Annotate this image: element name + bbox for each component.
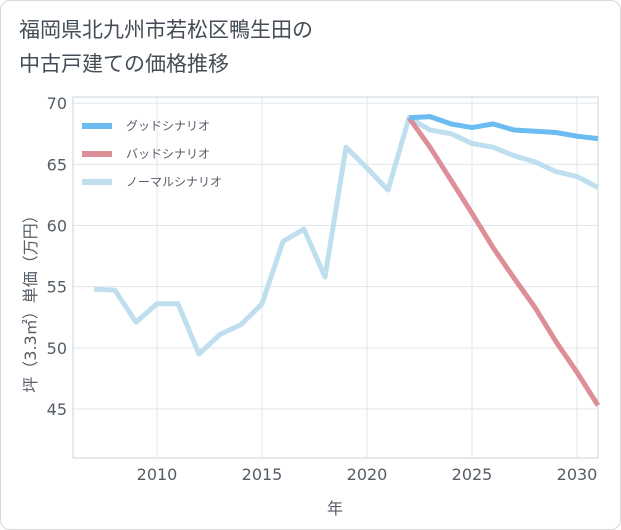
- y-tick-label: 70: [47, 94, 67, 113]
- x-tick-label: 2025: [452, 465, 493, 484]
- y-tick-label: 55: [47, 278, 67, 297]
- plot-area: [72, 96, 599, 459]
- series-layer: [93, 114, 601, 407]
- x-tick-label: 2030: [557, 465, 598, 484]
- tick-labels: 2010 2015 2020 2025 2030 45 50 55 60 65 70: [47, 94, 598, 484]
- y-tick-label: 60: [47, 216, 67, 235]
- legend-label-0: グッドシナリオ: [126, 119, 210, 133]
- y-tick-label: 65: [47, 155, 67, 174]
- y-tick-label: 50: [47, 339, 67, 358]
- chart-title-line-1: 福岡県北九州市若松区鴨生田の: [19, 18, 313, 42]
- y-tick-label: 45: [47, 400, 67, 419]
- chart-title-line-2: 中古戸建ての価格推移: [19, 52, 229, 76]
- x-tick-label: 2020: [347, 465, 388, 484]
- x-tick-label: 2015: [242, 465, 283, 484]
- grid: [73, 97, 598, 458]
- y-axis-label: 坪（3.3㎡）単価（万円）: [21, 207, 40, 392]
- x-tick-label: 2010: [137, 465, 178, 484]
- chart-title: 福岡県北九州市若松区鴨生田の 中古戸建ての価格推移: [19, 13, 579, 81]
- legend-label-2: ノーマルシナリオ: [126, 175, 222, 189]
- series-line-1: [406, 116, 601, 407]
- series-line-2: [93, 115, 600, 357]
- x-axis-label: 年: [327, 499, 343, 518]
- series-line-0: [408, 114, 599, 142]
- legend-label-1: バッドシナリオ: [126, 147, 210, 161]
